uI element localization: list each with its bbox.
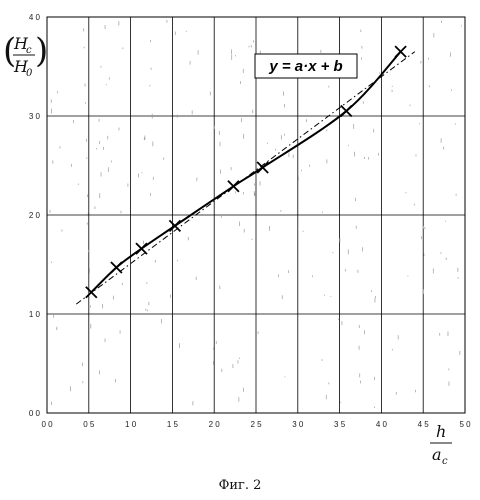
x-label-denominator-subscript: c bbox=[442, 456, 448, 467]
x-label-denominator: a bbox=[432, 445, 442, 464]
x-tick-label-5: 2 5 bbox=[250, 420, 262, 429]
x-tick-label-3: 1 5 bbox=[167, 420, 179, 429]
y-label-denominator-subscript: 0 bbox=[26, 68, 33, 79]
x-tick-label-4: 2 0 bbox=[209, 420, 221, 429]
y-label-numerator-subscript: c bbox=[26, 45, 32, 56]
figure-caption: Фиг. 2 bbox=[0, 478, 480, 493]
y-tick-label-4: 4 0 bbox=[29, 13, 41, 22]
y-tick-label-3: 3 0 bbox=[29, 112, 41, 121]
y-label-close-paren: ) bbox=[35, 31, 48, 71]
x-tick-label-2: 1 0 bbox=[125, 420, 137, 429]
x-axis-label: h a c bbox=[430, 422, 452, 467]
y-tick-label-1: 1 0 bbox=[29, 310, 41, 319]
x-tick-label-1: 0 5 bbox=[83, 420, 95, 429]
x-tick-labels: 0 0 0 5 1 0 1 5 2 0 2 5 3 0 3 5 4 0 4 5 5 0 bbox=[41, 420, 471, 429]
x-tick-label-8: 4 0 bbox=[376, 420, 388, 429]
y-tick-label-2: 2 0 bbox=[29, 211, 41, 220]
x-tick-label-0: 0 0 bbox=[41, 420, 53, 429]
x-tick-label-9: 4 5 bbox=[418, 420, 430, 429]
equation-label: y = a·x + b bbox=[268, 58, 342, 75]
y-axis-label: ( H c H 0 ) bbox=[3, 31, 48, 79]
x-tick-label-10: 5 0 bbox=[459, 420, 471, 429]
x-tick-label-7: 3 5 bbox=[334, 420, 346, 429]
x-tick-label-6: 3 0 bbox=[292, 420, 304, 429]
y-tick-label-0: 0 0 bbox=[29, 409, 41, 418]
x-label-numerator: h bbox=[436, 422, 446, 441]
equation-box: y = a·x + b bbox=[255, 54, 357, 78]
chart: 0 0 0 5 1 0 1 5 2 0 2 5 3 0 3 5 4 0 4 5 5 0 0 0 1 0… bbox=[0, 0, 480, 470]
